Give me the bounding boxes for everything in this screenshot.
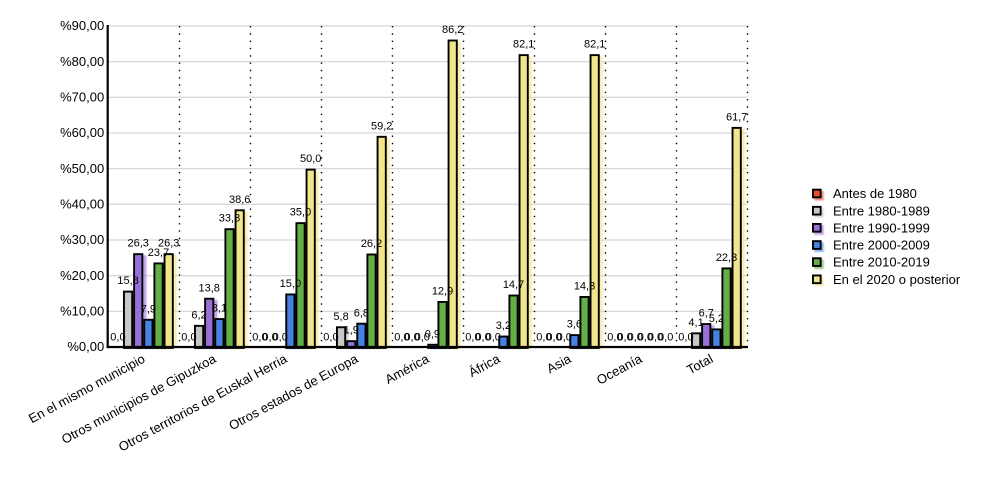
- svg-text:0,0: 0,0: [110, 332, 125, 344]
- svg-text:22,3: 22,3: [716, 252, 737, 264]
- svg-text:0,0: 0,0: [394, 332, 409, 344]
- svg-text:%90,00: %90,00: [60, 18, 104, 33]
- svg-text:0,9: 0,9: [425, 328, 440, 340]
- svg-text:0,0: 0,0: [648, 332, 663, 344]
- svg-text:En el 2020 o posterior: En el 2020 o posterior: [833, 272, 961, 287]
- svg-text:0,0: 0,0: [475, 332, 490, 344]
- svg-text:0,0: 0,0: [262, 332, 277, 344]
- svg-text:0,0: 0,0: [638, 332, 653, 344]
- svg-text:12,9: 12,9: [432, 285, 453, 297]
- svg-text:0,0: 0,0: [658, 332, 673, 344]
- svg-text:26,3: 26,3: [128, 238, 149, 250]
- svg-text:Entre 2000-2009: Entre 2000-2009: [833, 238, 930, 253]
- svg-text:0,0: 0,0: [465, 332, 480, 344]
- svg-text:6,7: 6,7: [699, 308, 714, 320]
- svg-text:5,8: 5,8: [333, 311, 348, 323]
- svg-text:86,2: 86,2: [442, 24, 463, 36]
- svg-text:26,3: 26,3: [158, 238, 179, 250]
- svg-text:82,1: 82,1: [584, 39, 605, 51]
- svg-text:0,0: 0,0: [323, 332, 338, 344]
- svg-text:6,8: 6,8: [354, 307, 369, 319]
- svg-text:33,3: 33,3: [219, 213, 240, 225]
- svg-text:35,0: 35,0: [290, 207, 311, 219]
- svg-text:1,9: 1,9: [344, 325, 359, 337]
- svg-text:0,0: 0,0: [546, 332, 561, 344]
- svg-text:50,0: 50,0: [300, 153, 321, 165]
- svg-text:5,2: 5,2: [709, 313, 724, 325]
- svg-text:%80,00: %80,00: [60, 54, 104, 69]
- svg-text:0,0: 0,0: [607, 332, 622, 344]
- svg-text:4,1: 4,1: [688, 317, 703, 329]
- svg-text:0,0: 0,0: [486, 332, 501, 344]
- svg-text:%30,00: %30,00: [60, 232, 104, 247]
- svg-text:0,0: 0,0: [678, 332, 693, 344]
- svg-text:7,9: 7,9: [141, 303, 156, 315]
- svg-text:%40,00: %40,00: [60, 197, 104, 212]
- svg-text:0,0: 0,0: [273, 332, 288, 344]
- svg-text:%50,00: %50,00: [60, 161, 104, 176]
- svg-text:38,6: 38,6: [229, 194, 250, 206]
- svg-text:0,0: 0,0: [628, 332, 643, 344]
- svg-text:13,8: 13,8: [199, 282, 220, 294]
- svg-text:%10,00: %10,00: [60, 304, 104, 319]
- svg-text:Entre 1990-1999: Entre 1990-1999: [833, 220, 930, 235]
- svg-text:15,0: 15,0: [280, 278, 301, 290]
- svg-text:61,7: 61,7: [726, 111, 747, 123]
- svg-text:82,1: 82,1: [513, 39, 534, 51]
- svg-text:59,2: 59,2: [371, 120, 392, 132]
- svg-text:Entre 1980-1989: Entre 1980-1989: [833, 203, 930, 218]
- svg-text:%0,00: %0,00: [67, 339, 104, 354]
- svg-text:3,2: 3,2: [496, 320, 511, 332]
- svg-text:6,2: 6,2: [191, 309, 206, 321]
- svg-text:0,0: 0,0: [404, 332, 419, 344]
- svg-text:0,0: 0,0: [252, 332, 267, 344]
- svg-text:15,8: 15,8: [117, 275, 138, 287]
- svg-text:14,3: 14,3: [574, 281, 595, 293]
- svg-text:0,0: 0,0: [181, 332, 196, 344]
- svg-text:Antes de 1980: Antes de 1980: [833, 186, 917, 201]
- svg-text:0,0: 0,0: [557, 332, 572, 344]
- svg-text:14,7: 14,7: [503, 279, 524, 291]
- svg-text:%70,00: %70,00: [60, 90, 104, 105]
- svg-text:0,0: 0,0: [415, 332, 430, 344]
- svg-text:0,0: 0,0: [617, 332, 632, 344]
- svg-text:3,6: 3,6: [567, 319, 582, 331]
- svg-text:23,7: 23,7: [148, 247, 169, 259]
- svg-text:26,2: 26,2: [361, 238, 382, 250]
- svg-text:%60,00: %60,00: [60, 125, 104, 140]
- svg-text:8,1: 8,1: [212, 303, 227, 315]
- svg-text:Entre 2010-2019: Entre 2010-2019: [833, 255, 930, 270]
- svg-text:%20,00: %20,00: [60, 268, 104, 283]
- svg-text:0,0: 0,0: [536, 332, 551, 344]
